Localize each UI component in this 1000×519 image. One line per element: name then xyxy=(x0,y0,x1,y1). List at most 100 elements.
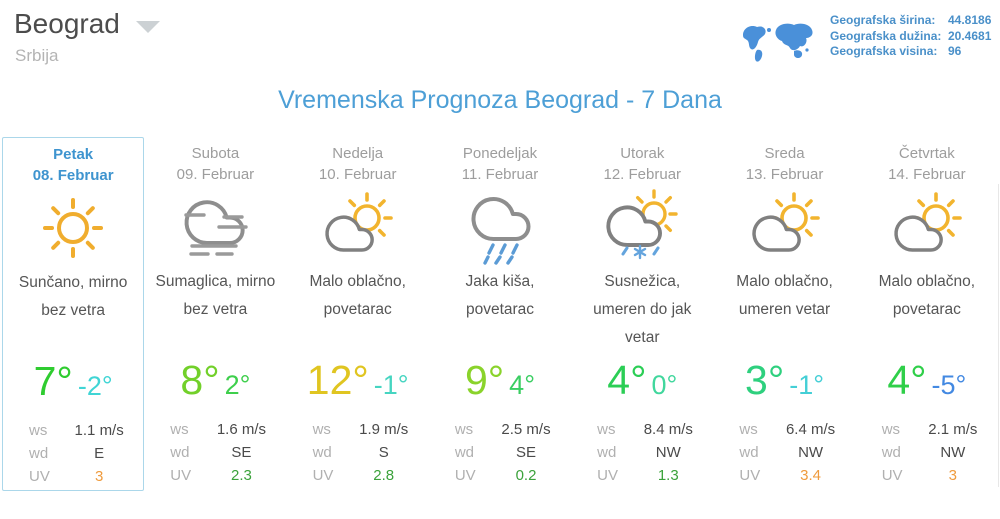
day-card-ponedeljak[interactable]: Ponedeljak 11. Februar Jaka kiša, poveta… xyxy=(428,137,573,491)
uv-value: 3 xyxy=(94,468,104,485)
forecast-cards: Petak 08. Februar Sunčano, mirno bez vet… xyxy=(2,137,1000,491)
geo-label: Geografska širina: xyxy=(830,13,936,27)
weather-description: Malo oblačno, povetarac xyxy=(878,273,976,318)
high-temp: 9° xyxy=(464,357,505,403)
wind-speed-row: ws 8.4 m/s xyxy=(597,418,703,441)
sun-icon xyxy=(43,198,104,258)
city-selector[interactable]: Beograd xyxy=(14,8,160,40)
day-name: Četvrtak xyxy=(898,145,955,162)
geo-label: Geografska dužina: xyxy=(830,28,942,43)
wind-speed-label: ws xyxy=(312,421,331,438)
high-temp: 12° xyxy=(306,357,369,403)
weather-description: Malo oblačno, umeren vetar xyxy=(736,273,833,318)
wind-direction-label: wd xyxy=(454,444,475,461)
wind-speed-value: 2.1 m/s xyxy=(928,421,978,438)
uv-value: 2.3 xyxy=(230,467,252,484)
uv-row: UV 1.3 xyxy=(597,464,703,487)
wind-direction-label: wd xyxy=(881,444,901,461)
day-card-sreda[interactable]: Sreda 13. Februar Malo oblačno, um xyxy=(713,137,857,491)
geo-row-longitude: Geografska dužina: 20.4681 xyxy=(830,29,991,45)
day-name: Petak xyxy=(53,146,94,163)
wind-direction-label: wd xyxy=(312,444,332,461)
day-card-utorak[interactable]: Utorak 12. Februar xyxy=(571,137,715,491)
day-name: Ponedeljak xyxy=(462,145,538,162)
day-details: ws 6.4 m/s wd NW UV 3.4 xyxy=(713,418,855,487)
wind-direction-label: wd xyxy=(170,444,190,461)
day-details: ws 1.1 m/s wd E UV 3 xyxy=(3,419,143,488)
weather-description: Jaka kiša, povetarac xyxy=(465,273,535,318)
uv-row: UV 3.4 xyxy=(739,464,845,487)
city-name[interactable]: Beograd xyxy=(14,8,120,39)
wind-direction-row: wd S xyxy=(313,441,419,464)
uv-row: UV 2.3 xyxy=(170,464,276,487)
weather-description: Sumaglica, mirno bez vetra xyxy=(155,273,276,318)
wind-direction-value: NW xyxy=(940,444,966,461)
low-temp: 4° xyxy=(509,370,535,400)
rain-cloud-icon xyxy=(471,197,531,265)
high-temp: 4° xyxy=(607,357,647,403)
uv-row: UV 0.2 xyxy=(455,464,561,487)
weather-icon-wrap xyxy=(144,188,286,266)
high-temp: 3° xyxy=(745,357,785,403)
wind-direction-row: wd NW xyxy=(597,441,703,464)
wind-speed-label: ws xyxy=(597,421,616,438)
temperatures: 9° 4° xyxy=(429,357,571,407)
day-details: ws 8.4 m/s wd NW UV 1.3 xyxy=(571,418,713,487)
day-details: ws 1.6 m/s wd SE UV 2.3 xyxy=(144,418,286,487)
day-card-petak[interactable]: Petak 08. Februar Sunčano, mirno bez vet… xyxy=(2,137,145,491)
day-card-cetvrtak[interactable]: Četvrtak 14. Februar Malo oblačno, xyxy=(855,137,1000,491)
weather-icon-wrap xyxy=(713,188,855,266)
sun-behind-cloud-icon xyxy=(894,192,962,252)
wind-speed-row: ws 1.6 m/s xyxy=(170,418,276,441)
weather-description: Malo oblačno, povetarac xyxy=(309,273,406,318)
uv-value: 3.4 xyxy=(800,467,821,484)
day-details: ws 1.9 m/s wd S UV 2.8 xyxy=(287,418,429,487)
geo-row-latitude: Geografska širina: 44.8186 xyxy=(830,13,991,29)
wind-speed-row: ws 2.5 m/s xyxy=(455,418,561,441)
wind-speed-label: ws xyxy=(739,421,758,438)
chevron-down-icon[interactable] xyxy=(135,21,160,33)
wind-direction-row: wd NW xyxy=(882,441,988,464)
uv-value: 2.8 xyxy=(373,467,395,484)
geo-value: 96 xyxy=(948,44,962,58)
wind-speed-value: 1.9 m/s xyxy=(359,421,409,438)
day-date: 10. Februar xyxy=(318,166,397,183)
temperatures: 12° -1° xyxy=(287,357,429,407)
wind-speed-row: ws 6.4 m/s xyxy=(739,418,845,441)
wind-direction-row: wd SE xyxy=(170,441,276,464)
high-temp: 7° xyxy=(33,358,73,404)
low-temp: -5° xyxy=(931,370,967,400)
day-name: Subota xyxy=(191,145,240,162)
uv-label: UV xyxy=(29,468,50,485)
uv-label: UV xyxy=(881,467,903,484)
day-name: Sreda xyxy=(764,145,805,162)
uv-row: UV 3 xyxy=(882,464,988,487)
wind-speed-row: ws 2.1 m/s xyxy=(882,418,988,441)
wind-direction-value: SE xyxy=(515,444,536,461)
high-temp: 4° xyxy=(887,357,927,403)
wind-direction-label: wd xyxy=(597,444,617,461)
uv-value: 1.3 xyxy=(657,467,679,484)
day-card-subota[interactable]: Subota 09. Februar Sumaglica, mirno bez … xyxy=(144,137,288,491)
wind-direction-value: NW xyxy=(655,444,681,461)
uv-value: 0.2 xyxy=(515,467,537,484)
geo-label: Geografska visina: xyxy=(830,44,938,58)
uv-label: UV xyxy=(454,467,476,484)
weather-icon-wrap xyxy=(571,188,713,266)
day-details: ws 2.5 m/s wd SE UV 0.2 xyxy=(429,418,571,487)
weather-description: Sunčano, mirno bez vetra xyxy=(18,274,128,319)
wind-speed-value: 8.4 m/s xyxy=(643,421,693,438)
wind-speed-value: 2.5 m/s xyxy=(501,421,551,438)
day-date: 09. Februar xyxy=(176,166,255,183)
temperatures: 4° 0° xyxy=(571,357,713,407)
low-temp: 0° xyxy=(651,370,678,400)
wind-speed-label: ws xyxy=(170,421,189,438)
day-date: 08. Februar xyxy=(32,167,114,184)
uv-label: UV xyxy=(739,467,761,484)
high-temp: 8° xyxy=(180,357,220,403)
low-temp: -1° xyxy=(789,370,825,400)
day-date: 11. Februar xyxy=(461,166,539,183)
fog-icon xyxy=(184,200,249,256)
wind-direction-label: wd xyxy=(739,444,759,461)
day-card-nedelja[interactable]: Nedelja 10. Februar Malo oblačno, xyxy=(286,137,431,491)
